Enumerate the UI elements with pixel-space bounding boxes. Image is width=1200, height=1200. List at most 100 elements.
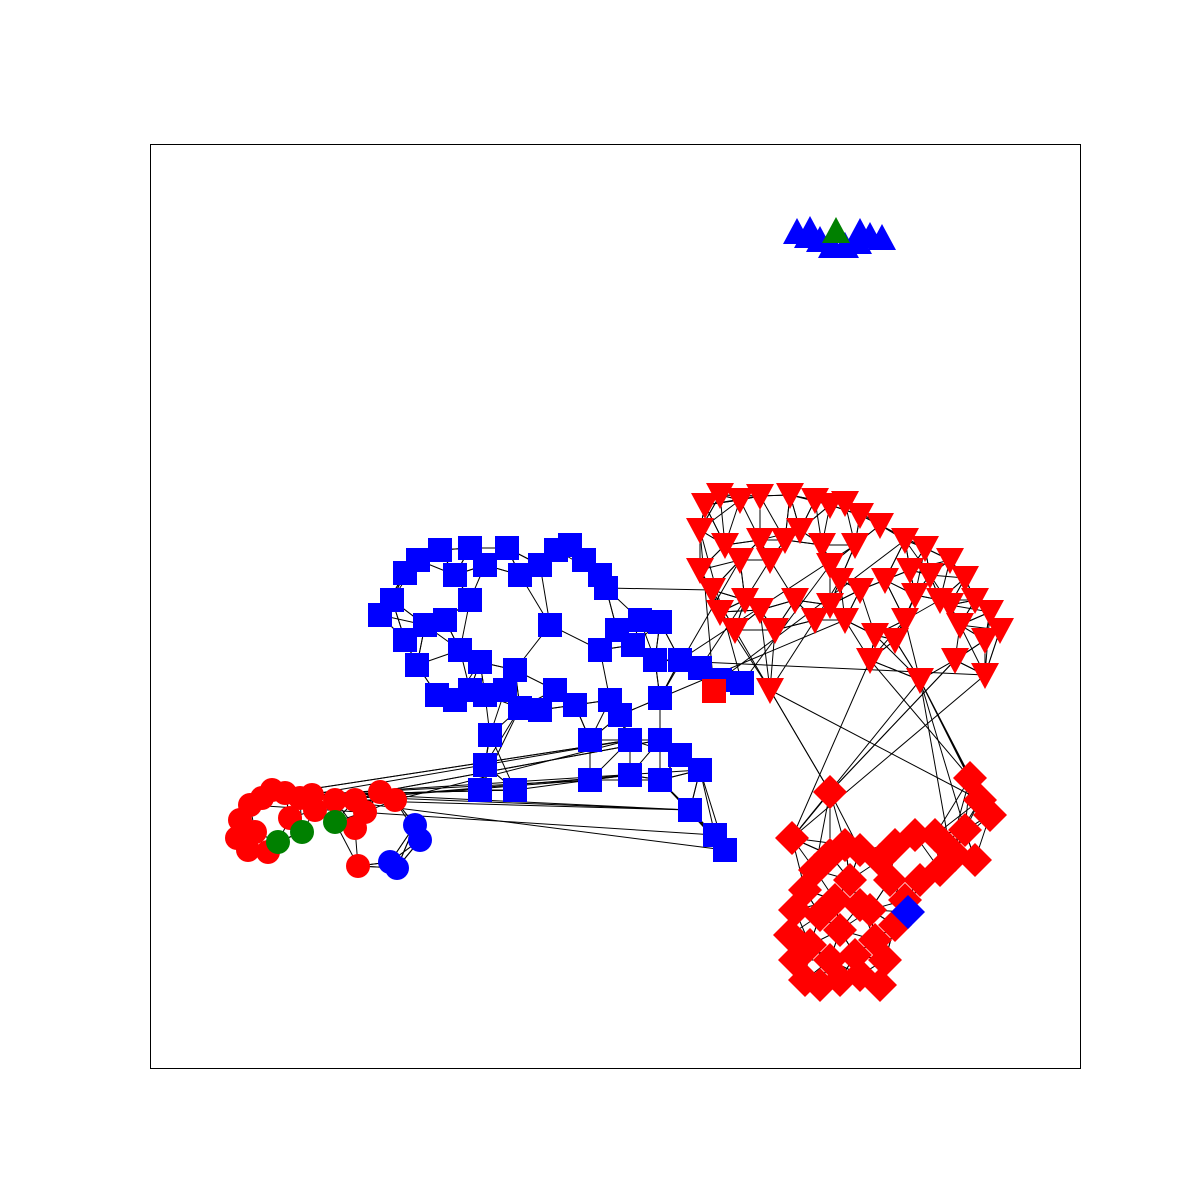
graph-node-circle [343, 816, 367, 840]
graph-node-square [433, 608, 457, 632]
graph-node-diamond [891, 895, 925, 929]
graph-node-circle [243, 820, 267, 844]
graph-node-triangle-down [861, 623, 889, 649]
graph-node-triangle-down [906, 668, 934, 694]
graph-node-triangle-down [756, 678, 784, 704]
graph-node-square [503, 778, 527, 802]
graph-node-triangle-down [776, 483, 804, 509]
graph-node-circle [290, 820, 314, 844]
graph-node-diamond [838, 938, 872, 972]
graph-edge [605, 587, 713, 591]
graph-node-diamond [813, 943, 847, 977]
graph-node-triangle-down [726, 548, 754, 574]
graph-node-triangle-down [856, 648, 884, 674]
graph-edge [791, 679, 921, 839]
graph-node-triangle-down [801, 608, 829, 634]
graph-node-square [578, 728, 602, 752]
graph-node-square [608, 703, 632, 727]
graph-node-triangle-down [881, 628, 909, 654]
graph-node-diamond [775, 821, 809, 855]
graph-node-circle [408, 828, 432, 852]
graph-edge [829, 659, 956, 793]
graph-node-square [621, 633, 645, 657]
graph-node-triangle-down [746, 598, 774, 624]
graph-node-square [380, 588, 404, 612]
graph-node-circle [346, 854, 370, 878]
graph-node-triangle-down [976, 600, 1004, 626]
graph-node-triangle-down [746, 484, 774, 510]
graph-edge [769, 689, 831, 793]
graph-node-triangle-down [901, 583, 929, 609]
graph-node-square [405, 653, 429, 677]
graph-node-triangle-down [786, 518, 814, 544]
graph-node-circle [236, 838, 260, 862]
graph-node-triangle-down [936, 548, 964, 574]
graph-nodes [225, 216, 1014, 1002]
graph-node-diamond [833, 863, 867, 897]
graph-node-triangle-down [986, 618, 1014, 644]
graph-node-square [425, 683, 449, 707]
graph-edge [659, 559, 741, 699]
graph-node-square [538, 613, 562, 637]
graph-node-triangle-up [846, 218, 874, 244]
graph-node-diamond [778, 893, 812, 927]
graph-node-triangle-down [781, 588, 809, 614]
graph-node-triangle-down [941, 648, 969, 674]
graph-node-square [688, 758, 712, 782]
graph-node-diamond [853, 893, 887, 927]
graph-node-triangle-down [891, 608, 919, 634]
graph-node-square [443, 563, 467, 587]
graph-node-triangle-down [951, 566, 979, 592]
graph-node-square [428, 538, 452, 562]
graph-node-square [495, 536, 519, 560]
graph-node-circle [385, 856, 409, 880]
graph-node-square [643, 648, 667, 672]
plot-frame [150, 144, 1081, 1069]
graph-node-triangle-down [831, 608, 859, 634]
graph-node-square [730, 671, 754, 695]
graph-node-circle [266, 830, 290, 854]
graph-node-triangle-down [946, 613, 974, 639]
graph-node-triangle-down [726, 488, 754, 514]
graph-node-square [473, 753, 497, 777]
graph-node-triangle-down [691, 493, 719, 519]
graph-node-circle [383, 788, 407, 812]
graph-node-triangle-down [761, 618, 789, 644]
graph-edge [791, 674, 986, 839]
graph-node-diamond [918, 818, 952, 852]
graph-node-square [648, 768, 672, 792]
graph-node-diamond [823, 913, 857, 947]
graph-node-triangle-down [871, 568, 899, 594]
graph-node-triangle-down [686, 558, 714, 584]
graph-node-square [473, 553, 497, 577]
graph-node-triangle-up [822, 217, 850, 243]
graph-node-triangle-down [686, 518, 714, 544]
graph-node-triangle-down [826, 568, 854, 594]
graph-node-triangle-down [731, 588, 759, 614]
graph-node-triangle-down [816, 553, 844, 579]
graph-edge [919, 679, 951, 851]
graph-node-square [648, 610, 672, 634]
graph-node-triangle-down [846, 503, 874, 529]
graph-node-triangle-down [706, 600, 734, 626]
graph-node-diamond [873, 863, 907, 897]
graph-node-circle [323, 788, 347, 812]
graph-node-triangle-down [771, 528, 799, 554]
graph-node-square [594, 576, 618, 600]
graph-node-circle [303, 798, 327, 822]
graph-edge [514, 779, 591, 791]
graph-edge [791, 659, 871, 839]
graph-node-triangle-down [866, 513, 894, 539]
graph-node-triangle-down [721, 618, 749, 644]
graph-node-square [713, 838, 737, 862]
graph-node-square [503, 658, 527, 682]
graph-node-triangle-down [936, 593, 964, 619]
graph-node-triangle-down [746, 528, 774, 554]
graph-node-square [618, 763, 642, 787]
graph-node-square [406, 548, 430, 572]
graph-edge [759, 609, 771, 691]
graph-node-triangle-down [816, 593, 844, 619]
graph-node-triangle-down [911, 536, 939, 562]
graph-node-triangle-down [916, 563, 944, 589]
graph-node-square [468, 650, 492, 674]
